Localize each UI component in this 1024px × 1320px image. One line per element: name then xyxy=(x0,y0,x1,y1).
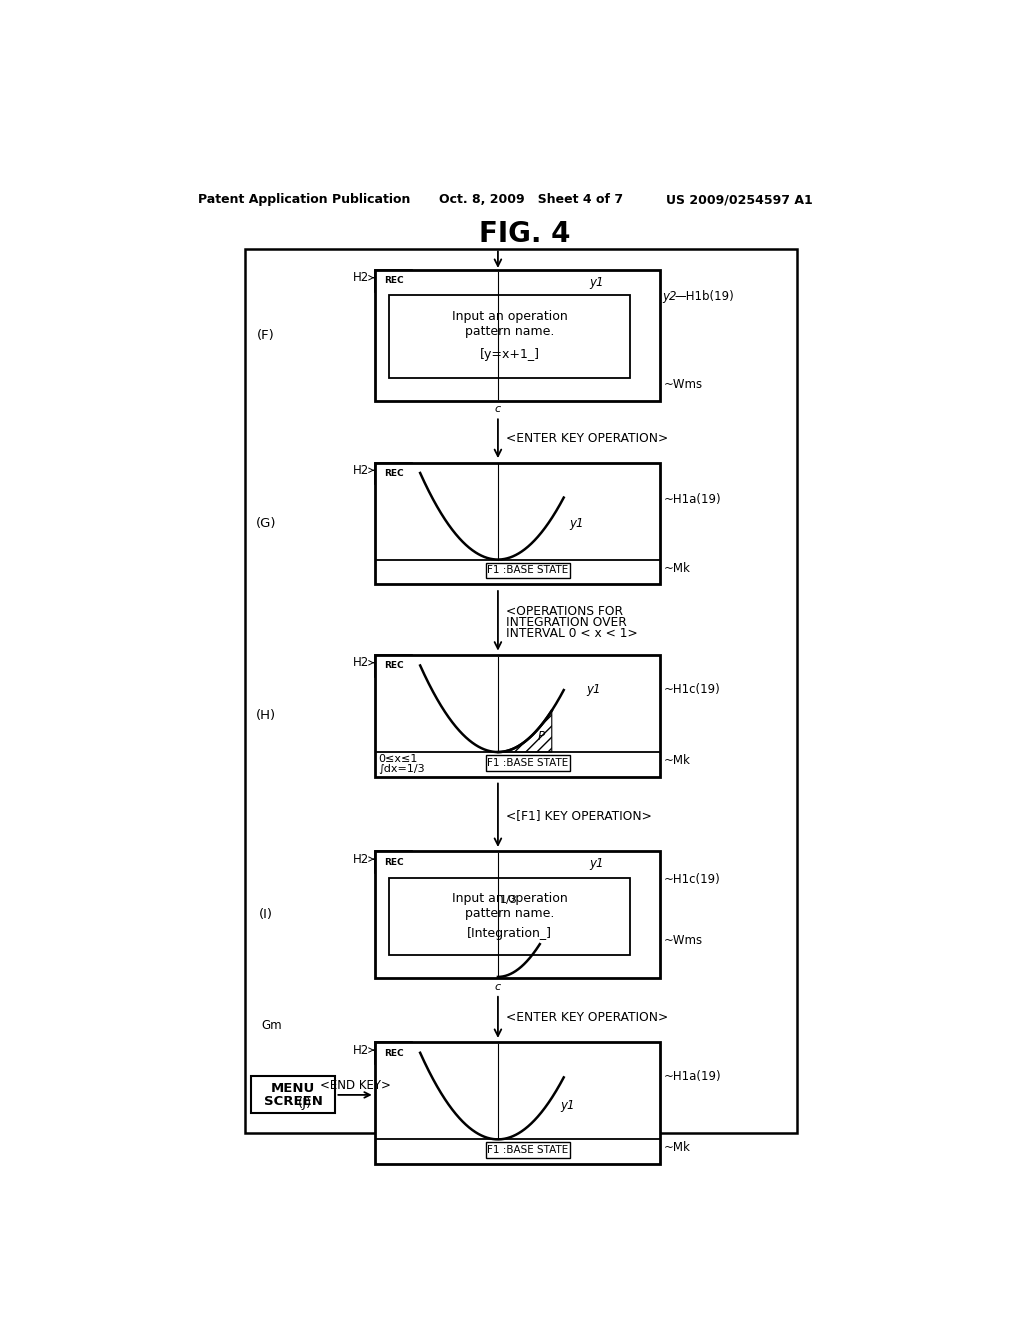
Text: F1 :BASE STATE: F1 :BASE STATE xyxy=(487,758,568,768)
Bar xyxy=(486,755,569,771)
Bar xyxy=(245,249,798,1133)
Bar xyxy=(376,1043,413,1064)
Text: ~H1c(19): ~H1c(19) xyxy=(665,682,721,696)
Text: (J): (J) xyxy=(298,1097,311,1110)
Text: ~Wms: ~Wms xyxy=(665,378,703,391)
Text: F1 :BASE STATE: F1 :BASE STATE xyxy=(487,565,568,576)
Text: SCREEN: SCREEN xyxy=(263,1096,323,1109)
Text: —H1b(19): —H1b(19) xyxy=(674,289,734,302)
Text: P: P xyxy=(538,730,545,743)
Text: ∫dx=1/3: ∫dx=1/3 xyxy=(379,764,425,774)
Text: INTEGRATION OVER: INTEGRATION OVER xyxy=(506,616,627,628)
Text: 1/3: 1/3 xyxy=(501,895,518,904)
Text: H2: H2 xyxy=(353,656,370,669)
Text: <[F1] KEY OPERATION>: <[F1] KEY OPERATION> xyxy=(506,809,651,822)
Text: pattern name.: pattern name. xyxy=(465,907,554,920)
Text: REC: REC xyxy=(384,1048,403,1057)
Bar xyxy=(376,655,660,776)
Bar xyxy=(376,851,413,873)
Text: Gm: Gm xyxy=(261,1019,282,1032)
Text: y1: y1 xyxy=(589,276,603,289)
Text: ~Mk: ~Mk xyxy=(665,754,691,767)
Text: (I): (I) xyxy=(259,908,273,921)
Text: REC: REC xyxy=(384,276,403,285)
Text: <ENTER KEY OPERATION>: <ENTER KEY OPERATION> xyxy=(506,1011,668,1024)
Text: y1: y1 xyxy=(587,682,601,696)
Text: H2: H2 xyxy=(353,853,370,866)
Text: 0≤x≤1: 0≤x≤1 xyxy=(379,754,418,764)
Text: y1: y1 xyxy=(560,1100,575,1113)
Text: ~H1a(19): ~H1a(19) xyxy=(665,1071,722,1082)
Text: <ENTER KEY OPERATION>: <ENTER KEY OPERATION> xyxy=(506,432,668,445)
Text: y1: y1 xyxy=(589,857,603,870)
Bar xyxy=(376,271,413,292)
Text: ~Mk: ~Mk xyxy=(665,1142,691,1155)
Text: Oct. 8, 2009   Sheet 4 of 7: Oct. 8, 2009 Sheet 4 of 7 xyxy=(438,194,623,206)
Text: INTERVAL 0 < x < 1>: INTERVAL 0 < x < 1> xyxy=(506,627,637,640)
Text: ~Mk: ~Mk xyxy=(665,561,691,574)
Text: y1: y1 xyxy=(569,517,584,529)
Text: REC: REC xyxy=(384,858,403,867)
Bar xyxy=(376,271,660,401)
Text: c: c xyxy=(495,982,501,991)
Text: Input an operation: Input an operation xyxy=(452,310,567,323)
Text: ~Wms: ~Wms xyxy=(665,933,703,946)
Text: H2: H2 xyxy=(353,1044,370,1056)
Text: REC: REC xyxy=(384,469,403,478)
Text: <OPERATIONS FOR: <OPERATIONS FOR xyxy=(506,605,623,618)
Text: [Integration_]: [Integration_] xyxy=(467,927,552,940)
Text: Patent Application Publication: Patent Application Publication xyxy=(199,194,411,206)
Text: (F): (F) xyxy=(257,329,275,342)
Bar xyxy=(376,462,660,585)
Text: y2: y2 xyxy=(662,289,677,302)
Text: ~H1c(19): ~H1c(19) xyxy=(665,873,721,886)
Text: c: c xyxy=(495,404,501,414)
Text: H2: H2 xyxy=(353,271,370,284)
Text: US 2009/0254597 A1: US 2009/0254597 A1 xyxy=(666,194,812,206)
Text: H2: H2 xyxy=(353,463,370,477)
Bar xyxy=(251,1076,336,1113)
Bar xyxy=(376,1043,660,1164)
Text: F1 :BASE STATE: F1 :BASE STATE xyxy=(487,1146,568,1155)
Text: MENU: MENU xyxy=(271,1082,315,1096)
Text: REC: REC xyxy=(384,661,403,671)
Bar xyxy=(376,655,413,677)
Bar xyxy=(389,294,630,378)
Text: (G): (G) xyxy=(256,517,276,529)
Bar xyxy=(376,851,660,978)
Text: (H): (H) xyxy=(256,709,276,722)
Text: FIG. 4: FIG. 4 xyxy=(479,220,570,248)
Text: ~H1a(19): ~H1a(19) xyxy=(665,492,722,506)
Text: <END KEY>: <END KEY> xyxy=(319,1080,391,1092)
Bar xyxy=(376,462,413,484)
Bar xyxy=(389,878,630,956)
Bar xyxy=(486,562,569,578)
Bar xyxy=(486,1142,569,1158)
Text: [y=x+1_]: [y=x+1_] xyxy=(479,348,540,362)
Text: Input an operation: Input an operation xyxy=(452,892,567,906)
Text: pattern name.: pattern name. xyxy=(465,325,554,338)
